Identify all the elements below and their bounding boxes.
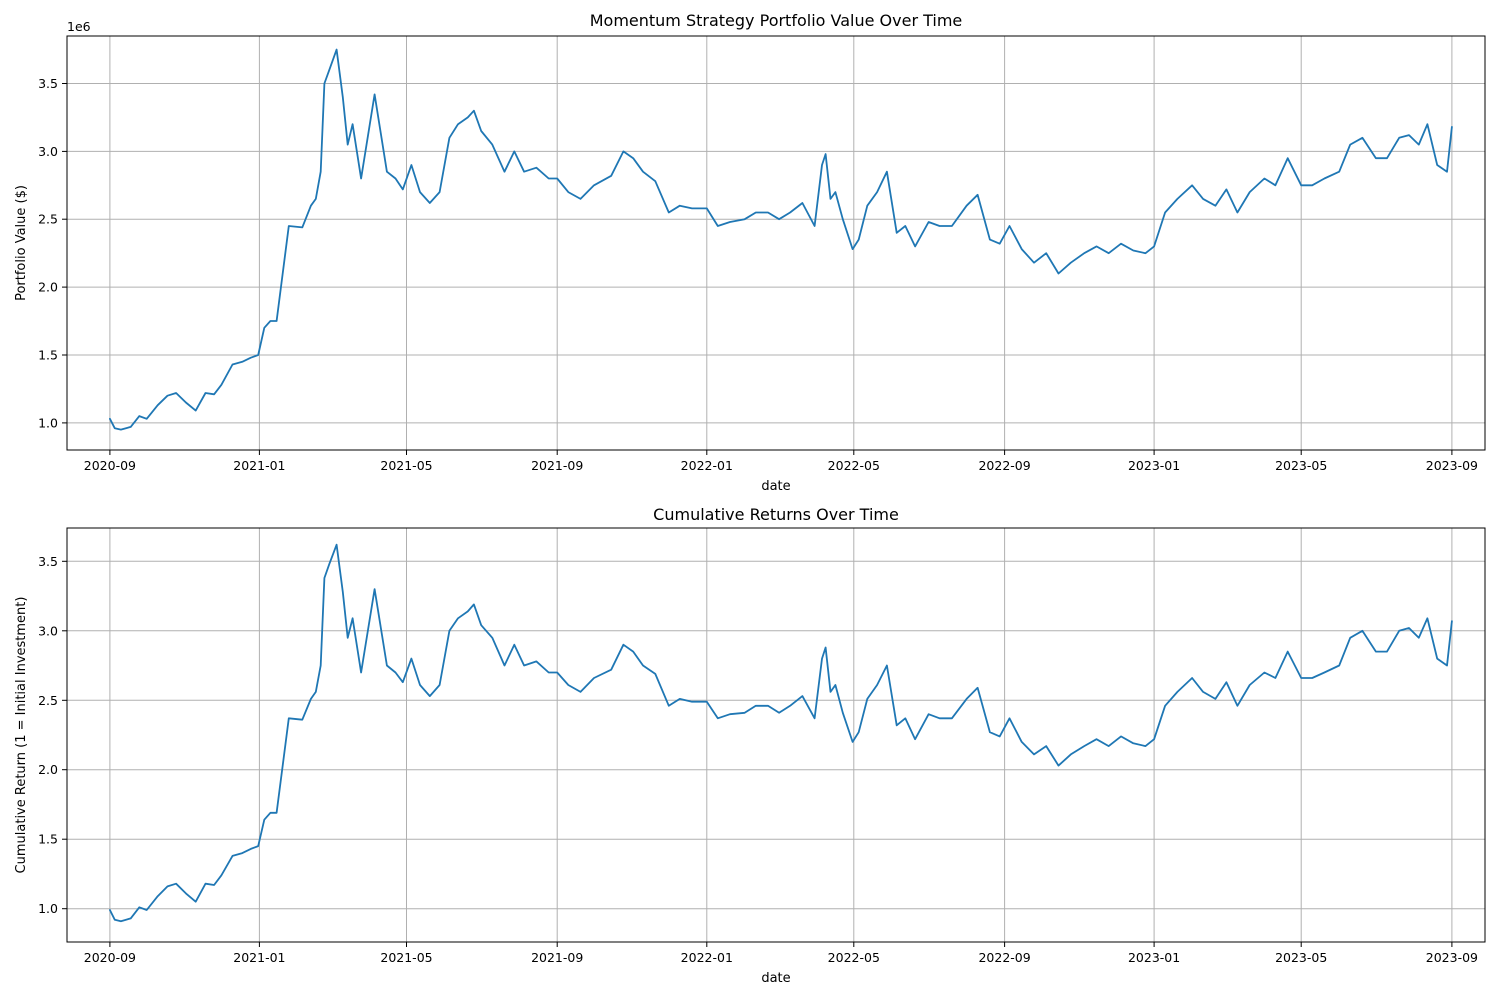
x-tick-labels: 2020-09 2021-01 2021-05 2021-09 2022-01 2022-… <box>84 942 1478 965</box>
y-tick-label: 1.0 <box>38 901 58 916</box>
x-tick-label: 2022-09 <box>978 950 1030 965</box>
y-tick-labels: 1.0 1.5 2.0 2.5 3.0 3.5 <box>38 76 67 430</box>
x-tick-label: 2023-05 <box>1275 950 1327 965</box>
y-tick-label: 1.0 <box>38 415 58 430</box>
x-tick-labels: 2020-09 2021-01 2021-05 2021-09 2022-01 2022-… <box>84 450 1478 473</box>
x-tick-label: 2020-09 <box>84 458 136 473</box>
y-tick-label: 1.5 <box>38 832 58 847</box>
x-tick-label: 2021-01 <box>233 950 285 965</box>
chart-title: Momentum Strategy Portfolio Value Over T… <box>590 11 963 30</box>
x-tick-label: 2021-09 <box>531 458 583 473</box>
grid <box>67 36 1485 450</box>
y-tick-label: 3.0 <box>38 623 58 638</box>
x-tick-label: 2022-05 <box>828 950 880 965</box>
x-tick-label: 2023-05 <box>1275 458 1327 473</box>
chart-title: Cumulative Returns Over Time <box>653 505 899 524</box>
axes-frame <box>66 35 1486 451</box>
y-axis-label: Portfolio Value ($) <box>14 185 29 301</box>
x-tick-label: 2022-05 <box>828 458 880 473</box>
y-tick-labels: 1.0 1.5 2.0 2.5 3.0 3.5 <box>38 554 67 916</box>
y-tick-label: 2.5 <box>38 212 58 227</box>
x-tick-label: 2023-01 <box>1128 458 1180 473</box>
x-tick-label: 2021-09 <box>531 950 583 965</box>
y-tick-label: 1.5 <box>38 348 58 363</box>
x-tick-label: 2023-09 <box>1426 950 1478 965</box>
y-tick-label: 2.0 <box>38 280 58 295</box>
x-tick-label: 2023-01 <box>1128 950 1180 965</box>
x-tick-label: 2020-09 <box>84 950 136 965</box>
axes-frame <box>66 527 1486 943</box>
y-offset-label: 1e6 <box>67 19 91 34</box>
chart-cumulative-returns: Cumulative Returns Over Time 2020-09 2021… <box>14 505 1486 986</box>
x-tick-label: 2022-01 <box>681 458 733 473</box>
y-tick-label: 3.5 <box>38 76 58 91</box>
x-tick-label: 2021-05 <box>380 458 432 473</box>
x-tick-label: 2021-01 <box>233 458 285 473</box>
series-line <box>109 48 1453 431</box>
y-tick-label: 2.0 <box>38 762 58 777</box>
x-tick-label: 2022-09 <box>978 458 1030 473</box>
x-tick-label: 2021-05 <box>380 950 432 965</box>
grid <box>67 528 1485 942</box>
x-tick-label: 2023-09 <box>1426 458 1478 473</box>
x-axis-label: date <box>761 479 790 494</box>
series-line <box>109 543 1453 923</box>
y-tick-label: 2.5 <box>38 693 58 708</box>
x-axis-label: date <box>761 971 790 986</box>
x-tick-label: 2022-01 <box>681 950 733 965</box>
chart-portfolio-value: Momentum Strategy Portfolio Value Over T… <box>14 11 1486 494</box>
y-axis-label: Cumulative Return (1 = Initial Investmen… <box>14 597 29 874</box>
y-tick-label: 3.5 <box>38 554 58 569</box>
y-tick-label: 3.0 <box>38 144 58 159</box>
